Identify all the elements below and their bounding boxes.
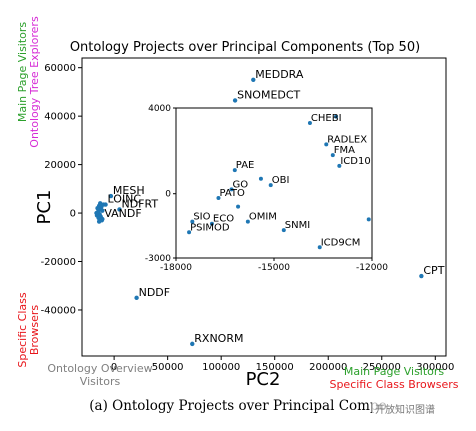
y-tick-label-40000: 40000 [44, 112, 76, 123]
inset-axis-ticks: -18000 -15000 -12000 -3000 0 4000 [145, 104, 388, 273]
annotation-ontology-tree-explorers: Ontology Tree Explorers [28, 16, 41, 148]
inset-point-pae [232, 168, 237, 173]
point-snomedct [232, 98, 238, 103]
inset-point-label-chebi: CHEBI [311, 113, 342, 124]
annotation-main-page-visitors-left: Main Page Visitors [16, 22, 29, 123]
inset-frame [175, 107, 373, 259]
cluster-point-11 [94, 210, 99, 216]
cluster-point-8 [100, 208, 105, 213]
inset-point-eco [209, 221, 214, 226]
point-cpt [419, 273, 424, 279]
watermark: 开放知识图谱 [372, 400, 438, 417]
inset-point-label-eco: ECO [213, 214, 234, 225]
y-tick-label-0: 0 [70, 209, 76, 220]
annotation-specific-class-browsers-right: Specific Class Browsers [329, 378, 458, 391]
inset-point-icd9cm [317, 245, 322, 250]
inset-point-label-psimod: PSIMOD [190, 222, 230, 233]
x-axis-title: PC2 [246, 369, 281, 390]
inset-point-label-go: GO [233, 179, 249, 190]
annotation-ontology-overview-1: Ontology Overview [47, 362, 152, 375]
y-tick-label-20000: 20000 [44, 160, 76, 171]
point-label-vandf: VANDF [104, 207, 141, 220]
point-label-nddf: NDDF [139, 286, 171, 299]
inset-y-tick-label-4000: 4000 [148, 104, 171, 114]
point-label-cpt: CPT [423, 264, 444, 277]
y-axis-title: PC1 [34, 190, 55, 225]
figure-caption: (a) Ontology Projects over Principal Com… [89, 398, 387, 414]
point-meddra [251, 77, 256, 83]
x-tick-label-300000: 300000 [416, 362, 454, 373]
cluster-point-9 [95, 206, 100, 211]
point-label-snomedct: SNOMEDCT [237, 88, 300, 101]
inset-point-label-obi: OBI [272, 175, 290, 186]
inset-extra-point-3 [236, 204, 241, 209]
annotation-specific-class-left-1: Specific Class [16, 292, 29, 368]
y-tick-label--20000: -20000 [41, 257, 76, 268]
x-tick-label-100000: 100000 [202, 362, 240, 373]
inset-point-label-icd9cm: ICD9CM [321, 237, 361, 248]
inset-point-go [229, 187, 234, 192]
inset-point-label-icd10: ICD10 [340, 156, 370, 167]
y-tick-label--40000: -40000 [41, 305, 76, 316]
point-nddf [134, 295, 139, 301]
point-ndfrt [117, 207, 122, 212]
inset-x-tick-label--15000: -15000 [258, 263, 290, 273]
annotation-ontology-overview-2: Visitors [80, 375, 121, 388]
y-tick-label-60000: 60000 [44, 63, 76, 74]
point-loinc [103, 202, 108, 207]
inset-point-label-radlex: RADLEX [327, 134, 367, 145]
point-label-meddra: MEDDRA [255, 68, 304, 81]
inset-extra-point-1 [366, 217, 371, 222]
point-vandf [100, 216, 105, 222]
inset-point-radlex [324, 142, 329, 147]
inset-point-chebi [307, 121, 312, 125]
main-axis-ticks: 0 50000 100000 150000 200000 250000 300000-400… [41, 63, 455, 373]
annotation-specific-class-left-2: Browsers [28, 305, 41, 356]
inset-point-label-pae: PAE [236, 160, 255, 171]
inset-y-tick-label--3000: -3000 [145, 254, 171, 264]
inset-point-label-pato: PATO [219, 188, 245, 199]
plot-frame [81, 57, 447, 357]
inset-point-obi [268, 183, 273, 188]
point-label-rxnorm: RXNORM [194, 332, 243, 345]
inset-point-fma [330, 153, 335, 158]
point-label-loinc: LOINC [108, 193, 142, 206]
point-label-ndfrt: NDFRT [121, 197, 158, 210]
annotation-main-page-visitors-right: Main Page Visitors [344, 365, 445, 378]
main-points [94, 77, 424, 347]
x-tick-label-0: 0 [111, 362, 117, 373]
x-tick-label-200000: 200000 [309, 362, 347, 373]
x-tick-label-150000: 150000 [256, 362, 294, 373]
inset-point-pato [216, 196, 221, 200]
inset-extra-point-0 [334, 114, 339, 119]
chart-title: Ontology Projects over Principal Compone… [70, 40, 420, 55]
inset-point-label-fma: FMA [334, 145, 355, 156]
inset-point-label-snmi: SNMI [285, 220, 310, 231]
inset-x-tick-label--18000: -18000 [160, 263, 192, 273]
inset-extra-point-2 [258, 176, 263, 181]
inset-point-omim [245, 219, 250, 224]
point-mesh [108, 193, 114, 199]
point-label-mesh: MESH [113, 184, 145, 197]
inset-point-icd10 [337, 163, 342, 168]
point-rxnorm [190, 341, 195, 347]
x-tick-label-50000: 50000 [152, 362, 184, 373]
inset-point-label-omim: OMIM [249, 212, 277, 223]
x-tick-label-250000: 250000 [363, 362, 401, 373]
inset-points [187, 114, 371, 250]
inset-point-sio [190, 219, 195, 224]
inset-x-tick-label--12000: -12000 [356, 263, 388, 273]
inset-y-tick-label-0: 0 [165, 190, 171, 200]
inset-point-psimod [187, 230, 192, 235]
inset-point-label-sio: SIO [193, 212, 210, 223]
inset-point-snmi [281, 228, 286, 233]
